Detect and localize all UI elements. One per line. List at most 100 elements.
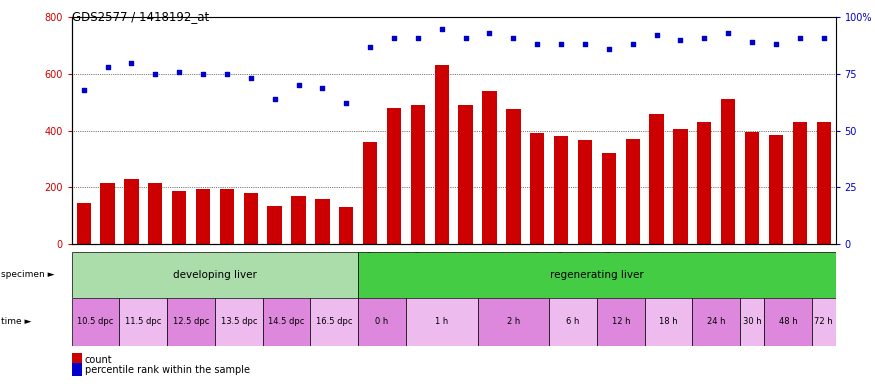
Text: 14.5 dpc: 14.5 dpc	[269, 317, 304, 326]
Bar	[358, 298, 406, 346]
Point	[244, 75, 258, 81]
Text: 12.5 dpc: 12.5 dpc	[173, 317, 209, 326]
Text: 24 h: 24 h	[707, 317, 725, 326]
Text: 16.5 dpc: 16.5 dpc	[316, 317, 353, 326]
Bar	[120, 298, 167, 346]
Bar	[101, 183, 115, 244]
Bar	[740, 298, 764, 346]
Bar	[220, 189, 234, 244]
Bar	[602, 153, 616, 244]
Bar	[692, 298, 740, 346]
Bar	[262, 298, 311, 346]
Point	[124, 60, 138, 66]
Point	[793, 35, 807, 41]
Bar	[435, 65, 449, 244]
Bar	[721, 99, 735, 244]
Bar	[363, 142, 377, 244]
Point	[649, 32, 663, 38]
Point	[196, 71, 210, 77]
Bar	[268, 205, 282, 244]
Point	[482, 30, 496, 36]
Bar	[410, 105, 425, 244]
Text: developing liver: developing liver	[173, 270, 257, 280]
Bar	[243, 193, 258, 244]
Text: percentile rank within the sample: percentile rank within the sample	[85, 365, 250, 375]
Text: 30 h: 30 h	[743, 317, 761, 326]
Bar	[812, 298, 836, 346]
Bar	[76, 203, 91, 244]
Point	[387, 35, 401, 41]
Text: specimen ►: specimen ►	[1, 270, 54, 279]
Bar	[340, 207, 354, 244]
Bar	[196, 189, 210, 244]
Bar	[406, 298, 478, 346]
Text: GDS2577 / 1418192_at: GDS2577 / 1418192_at	[72, 10, 209, 23]
Text: 48 h: 48 h	[779, 317, 797, 326]
Point	[721, 30, 735, 36]
Text: regenerating liver: regenerating liver	[550, 270, 644, 280]
Point	[220, 71, 234, 77]
Point	[746, 39, 760, 45]
Bar	[172, 192, 186, 244]
Bar	[645, 298, 692, 346]
Bar	[649, 114, 664, 244]
Point	[458, 35, 472, 41]
Bar	[597, 298, 645, 346]
Bar	[72, 252, 358, 298]
Point	[602, 46, 616, 52]
Bar	[482, 91, 497, 244]
Point	[148, 71, 162, 77]
Point	[172, 69, 186, 75]
Point	[578, 41, 592, 48]
Bar	[769, 135, 783, 244]
Bar	[697, 122, 711, 244]
Text: 1 h: 1 h	[435, 317, 448, 326]
Bar	[358, 252, 836, 298]
Bar	[458, 105, 472, 244]
Bar	[530, 133, 544, 244]
Point	[291, 82, 305, 88]
Text: 13.5 dpc: 13.5 dpc	[220, 317, 257, 326]
Point	[315, 84, 329, 91]
Text: 6 h: 6 h	[566, 317, 580, 326]
Point	[435, 26, 449, 32]
Bar	[315, 199, 330, 244]
Bar	[124, 179, 138, 244]
Bar	[793, 122, 807, 244]
Text: 10.5 dpc: 10.5 dpc	[77, 317, 114, 326]
Text: 2 h: 2 h	[507, 317, 520, 326]
Point	[816, 35, 830, 41]
Point	[507, 35, 521, 41]
Bar	[215, 298, 262, 346]
Point	[363, 44, 377, 50]
Point	[77, 87, 91, 93]
Point	[340, 100, 354, 106]
Text: count: count	[85, 355, 113, 365]
Bar	[167, 298, 215, 346]
Point	[268, 96, 282, 102]
Text: 18 h: 18 h	[659, 317, 678, 326]
Bar	[673, 129, 688, 244]
Bar	[626, 139, 640, 244]
Point	[626, 41, 640, 48]
Point	[554, 41, 568, 48]
Bar	[291, 196, 305, 244]
Point	[530, 41, 544, 48]
Bar	[311, 298, 358, 346]
Bar	[72, 298, 120, 346]
Text: 0 h: 0 h	[375, 317, 388, 326]
Bar	[478, 298, 550, 346]
Point	[674, 37, 688, 43]
Text: 11.5 dpc: 11.5 dpc	[125, 317, 162, 326]
Point	[697, 35, 711, 41]
Point	[411, 35, 425, 41]
Point	[769, 41, 783, 48]
Bar	[387, 108, 401, 244]
Bar	[550, 298, 597, 346]
Bar	[507, 109, 521, 244]
Text: 72 h: 72 h	[815, 317, 833, 326]
Bar	[148, 183, 163, 244]
Bar	[745, 132, 760, 244]
Text: 12 h: 12 h	[612, 317, 630, 326]
Bar	[816, 122, 831, 244]
